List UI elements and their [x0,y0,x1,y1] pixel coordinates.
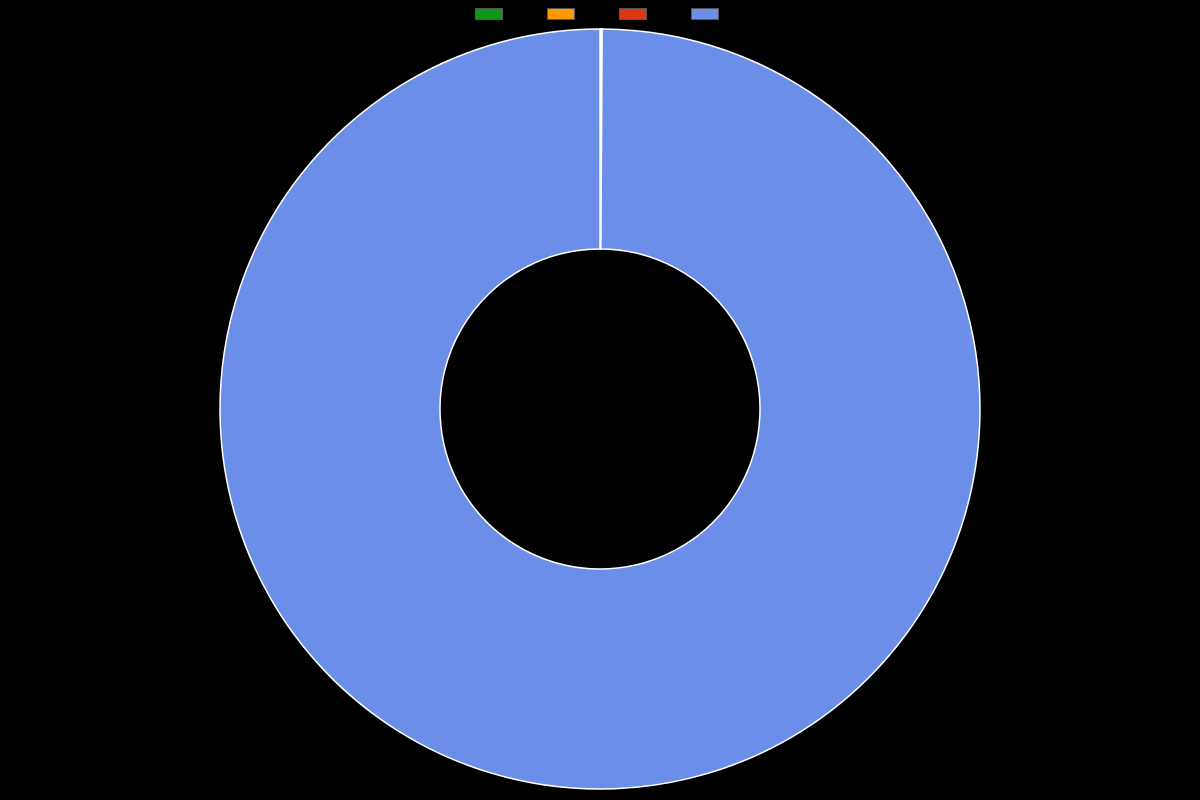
donut-chart [216,25,984,793]
chart-area [0,18,1200,800]
donut-slice-3[interactable] [220,29,980,789]
chart-stage [0,0,1200,800]
